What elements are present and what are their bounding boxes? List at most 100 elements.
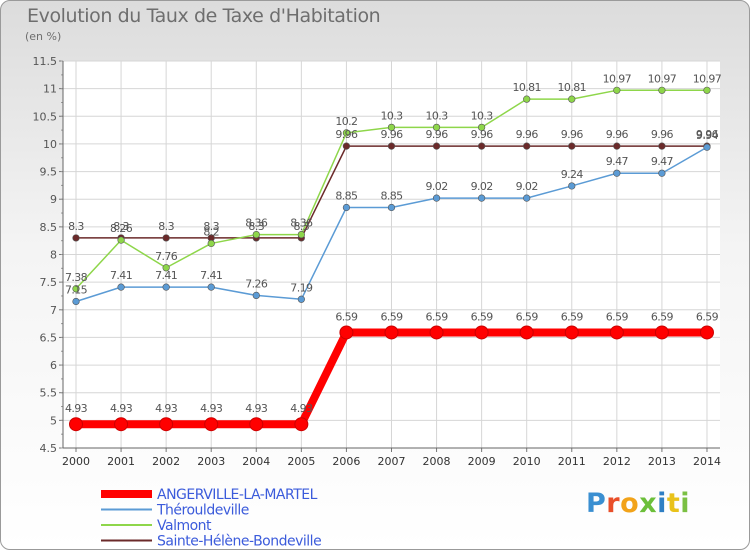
data-point [204, 417, 219, 432]
data-label: 9.96 [516, 128, 539, 141]
data-label: 4.93 [65, 402, 88, 415]
data-point [478, 142, 486, 150]
data-point [568, 142, 576, 150]
data-point [252, 230, 260, 239]
x-tick-label: 2010 [513, 455, 541, 468]
data-label: 10.97 [693, 72, 722, 85]
data-label: 7.41 [200, 269, 222, 282]
data-point [387, 203, 396, 212]
x-tick-label: 2008 [423, 455, 451, 468]
data-point [72, 285, 80, 293]
y-tick-label: 7.5 [40, 276, 58, 289]
chart-title: Evolution du Taux de Taxe d'Habitation [27, 5, 381, 27]
logo-letter: o [620, 488, 640, 519]
x-tick-label: 2009 [468, 455, 496, 468]
data-label: 10.97 [603, 72, 632, 85]
logo-letter: i [657, 488, 667, 519]
data-label: 9.94 [696, 129, 719, 142]
data-label: 9.47 [651, 155, 674, 168]
data-label: 8.3 [203, 220, 219, 233]
y-tick-label: 6 [50, 359, 57, 372]
data-point [519, 325, 534, 340]
data-label: 10.2 [335, 115, 357, 128]
data-label: 7.41 [155, 269, 177, 282]
data-point [384, 325, 399, 340]
legend-label: Thérouldeville [156, 503, 249, 519]
data-point [252, 291, 260, 300]
y-tick-label: 11 [43, 83, 57, 96]
data-point [162, 264, 170, 272]
data-label: 9.02 [426, 180, 448, 193]
y-tick-label: 4.5 [40, 442, 58, 455]
data-point [523, 194, 531, 202]
data-label: 10.3 [380, 109, 403, 122]
data-label: 8.26 [110, 222, 133, 235]
data-label: 4.93 [290, 402, 313, 415]
data-label: 4.93 [110, 402, 133, 415]
y-tick-label: 5 [50, 414, 57, 427]
data-label: 8.85 [380, 190, 403, 203]
y-tick-label: 10 [43, 138, 57, 151]
data-label: 7.15 [65, 283, 88, 296]
data-point [703, 86, 711, 94]
data-point [568, 182, 576, 190]
data-label: 8.3 [158, 220, 174, 233]
data-point [387, 142, 396, 150]
data-label: 6.59 [561, 310, 584, 323]
data-point [523, 95, 531, 103]
data-label: 10.81 [512, 81, 541, 94]
data-label: 9.96 [380, 128, 403, 141]
data-point [658, 169, 666, 177]
data-label: 10.3 [471, 109, 494, 122]
data-label: 6.59 [471, 310, 494, 323]
x-tick-label: 2013 [648, 455, 676, 468]
data-point [249, 417, 264, 432]
data-label: 8.36 [290, 217, 313, 230]
x-tick-label: 2001 [107, 455, 135, 468]
data-label: 7.38 [65, 271, 88, 284]
data-point [207, 239, 215, 248]
data-point [609, 325, 624, 340]
data-point [297, 230, 305, 239]
data-label: 9.96 [471, 128, 494, 141]
data-label: 9.96 [426, 128, 449, 141]
logo-letter: i [680, 488, 691, 519]
data-label: 6.59 [651, 310, 674, 323]
data-label: 9.96 [651, 128, 674, 141]
x-tick-label: 2003 [197, 455, 225, 468]
y-tick-label: 8.5 [40, 221, 58, 234]
data-point [432, 123, 441, 131]
data-point [207, 283, 215, 291]
data-label: 6.59 [335, 310, 358, 323]
legend-label: ANGERVILLE-LA-MARTEL [157, 487, 318, 503]
data-label: 9.96 [696, 128, 719, 141]
data-point [613, 142, 621, 150]
logo-letter: t [666, 488, 681, 519]
data-point [654, 325, 669, 340]
data-point [478, 123, 486, 131]
data-label: 8.3 [248, 220, 264, 233]
data-label: 8.85 [335, 190, 358, 203]
data-point [613, 169, 621, 177]
data-point [342, 129, 351, 137]
x-tick-label: 2000 [62, 455, 90, 468]
data-label: 6.59 [606, 310, 629, 323]
y-tick-label: 8 [50, 249, 57, 262]
data-point [339, 325, 354, 340]
data-point [297, 295, 305, 303]
data-label: 6.59 [426, 310, 449, 323]
data-point [429, 325, 444, 340]
data-point [387, 123, 396, 131]
data-point [478, 194, 486, 202]
legend-label: Sainte-Hélène-Bondeville [157, 534, 321, 550]
data-point [699, 325, 714, 340]
data-label: 7.19 [290, 281, 313, 294]
data-point [162, 283, 170, 291]
legend-label: Valmont [157, 518, 212, 534]
y-tick-label: 5.5 [40, 387, 58, 400]
data-label: 8.3 [68, 220, 84, 233]
data-label: 6.59 [696, 310, 719, 323]
data-point [613, 86, 621, 94]
